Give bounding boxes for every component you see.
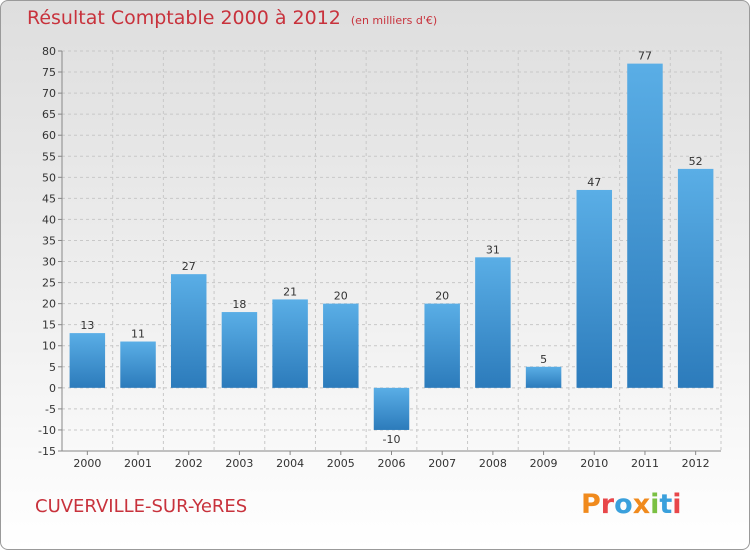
y-tick-label: 70: [42, 87, 56, 100]
logo-letter: i: [650, 489, 660, 520]
data-label-2006: -10: [383, 433, 401, 446]
y-tick-label: 30: [42, 256, 56, 269]
data-label-2010: 47: [587, 176, 601, 189]
bar-2001[interactable]: [120, 341, 156, 388]
data-label-2004: 21: [283, 285, 297, 298]
y-tick-label: 75: [42, 66, 56, 79]
y-tick-label: 20: [42, 298, 56, 311]
x-tick-label-2006: 2006: [378, 457, 406, 470]
y-tick-label: 35: [42, 234, 56, 247]
bar-2002[interactable]: [170, 274, 207, 388]
x-tick-label-2010: 2010: [580, 457, 608, 470]
data-label-2001: 11: [131, 328, 145, 341]
chart-title: Résultat Comptable 2000 à 2012 (en millie…: [27, 7, 437, 29]
y-tick-label: -10: [38, 424, 56, 437]
logo-letter: o: [614, 489, 633, 520]
bar-2011[interactable]: [627, 63, 663, 388]
y-tick-label: 25: [42, 277, 56, 290]
x-tick-label-2004: 2004: [276, 457, 304, 470]
data-label-2003: 18: [232, 298, 246, 311]
logo-letter: t: [659, 489, 673, 520]
chart-title-text: Résultat Comptable 2000 à 2012: [27, 7, 341, 29]
y-tick-label: 45: [42, 192, 56, 205]
axes: [58, 50, 721, 455]
labels: -15 -10 -5 0 5 10 15 20 25 30 35 40 45 50 55 60 65 70 75 80…: [38, 45, 710, 470]
data-label-2002: 27: [182, 260, 196, 273]
y-tick-label: 65: [42, 108, 56, 121]
bar-2007[interactable]: [424, 303, 460, 388]
bar-2009[interactable]: [525, 366, 562, 388]
y-tick-label: -15: [38, 445, 56, 458]
y-tick-label: 15: [42, 319, 56, 332]
y-tick-label: -5: [45, 403, 56, 416]
x-tick-label-2002: 2002: [175, 457, 203, 470]
logo-letter: P: [581, 489, 601, 520]
logo-letter: i: [672, 489, 682, 520]
bar-2005[interactable]: [323, 303, 359, 388]
y-tick-label: 0: [49, 382, 56, 395]
bar-2000[interactable]: [69, 333, 106, 388]
bar-2012[interactable]: [677, 168, 714, 388]
x-tick-label-2008: 2008: [479, 457, 507, 470]
bars: [69, 63, 714, 430]
proxiti-logo[interactable]: Proxiti: [581, 489, 682, 520]
y-tick-label: 10: [42, 340, 56, 353]
y-tick-label: 55: [42, 150, 56, 163]
bar-2003[interactable]: [221, 312, 258, 388]
bar-2010[interactable]: [576, 189, 613, 388]
data-label-2000: 13: [80, 319, 94, 332]
x-tick-label-2003: 2003: [225, 457, 253, 470]
y-tick-label: 40: [42, 213, 56, 226]
bar-2004[interactable]: [272, 299, 308, 388]
data-label-2008: 31: [486, 243, 500, 256]
data-label-2005: 20: [334, 290, 348, 303]
data-label-2012: 52: [689, 155, 703, 168]
x-tick-label-2001: 2001: [124, 457, 152, 470]
chart-subtitle: (en milliers d'€): [350, 14, 438, 27]
commune-name: CUVERVILLE-SUR-YeRES: [35, 496, 248, 517]
y-tick-label: 60: [42, 129, 56, 142]
x-tick-label-2005: 2005: [327, 457, 355, 470]
data-label-2007: 20: [435, 290, 449, 303]
x-tick-label-2011: 2011: [631, 457, 659, 470]
y-tick-label: 5: [49, 361, 56, 374]
y-tick-label: 80: [42, 45, 56, 58]
logo-letter: r: [600, 489, 615, 520]
x-tick-label-2007: 2007: [428, 457, 456, 470]
data-label-2009: 5: [540, 353, 547, 366]
x-tick-label-2012: 2012: [682, 457, 710, 470]
logo-letter: x: [632, 489, 651, 520]
x-tick-label-2009: 2009: [530, 457, 558, 470]
bar-2006[interactable]: [373, 387, 410, 430]
data-label-2011: 77: [638, 50, 652, 63]
y-tick-label: 50: [42, 171, 56, 184]
x-tick-label-2000: 2000: [73, 457, 101, 470]
bar-2008[interactable]: [475, 257, 511, 388]
